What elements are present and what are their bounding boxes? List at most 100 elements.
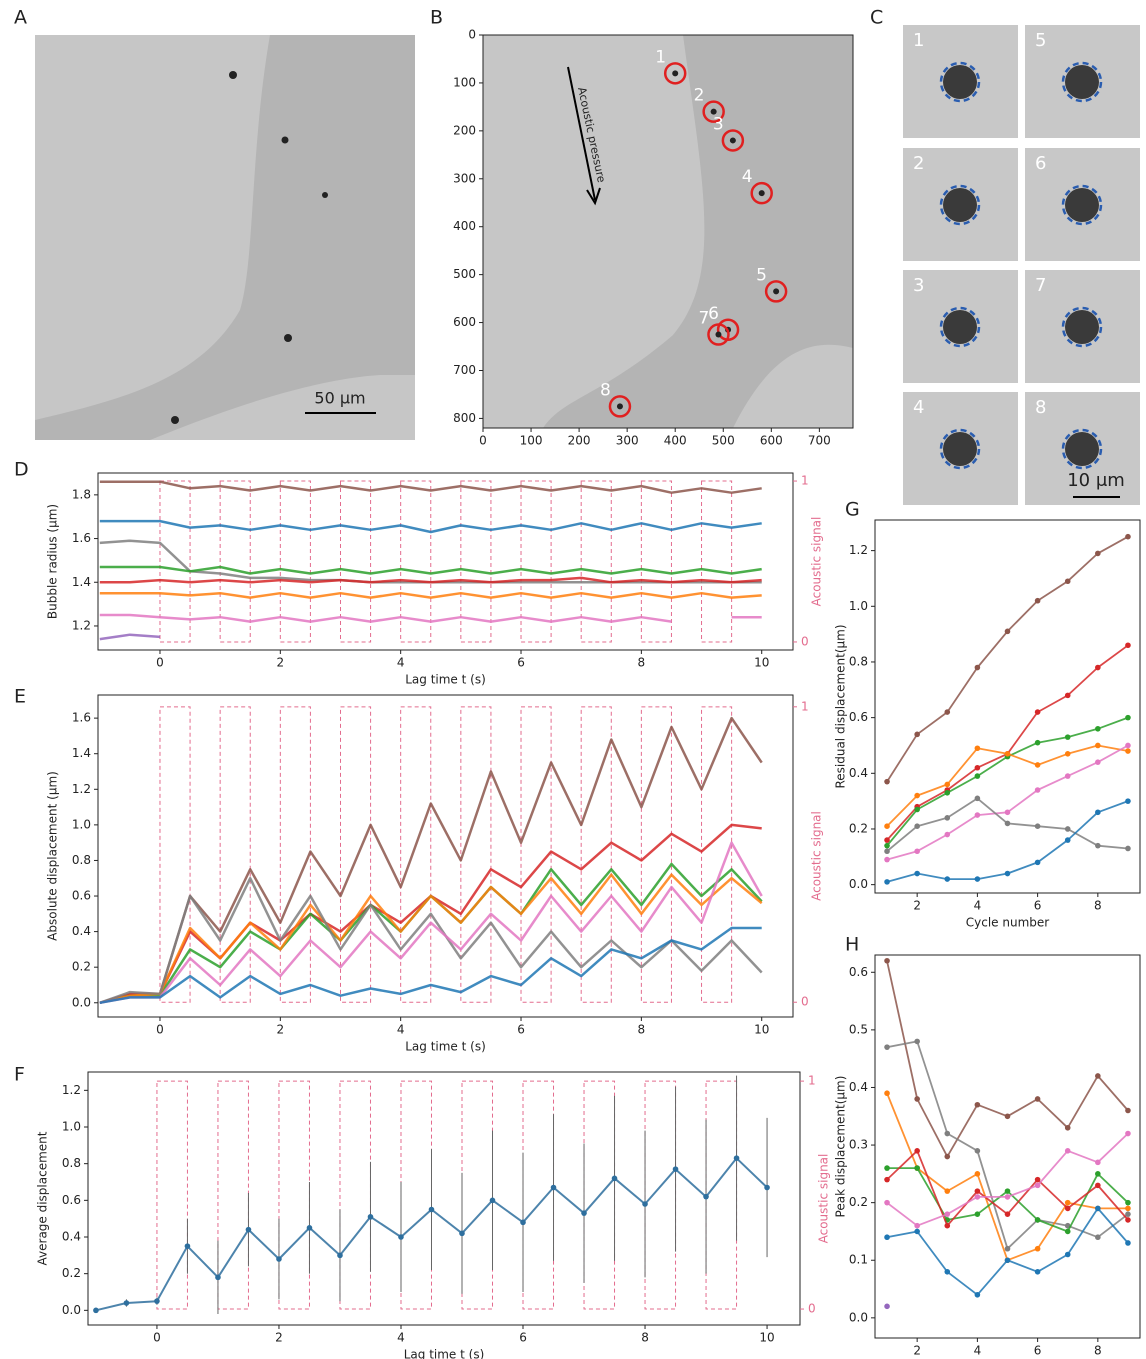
plot-frame [97,472,794,651]
y2-tick-label: 1 [808,1074,816,1088]
acoustic-pulse [400,706,432,1003]
point [1125,742,1131,749]
point [974,1194,981,1200]
point [884,957,890,964]
x-tick-label: 8 [638,656,646,670]
point [884,1165,890,1171]
bubble [284,334,292,342]
y-tick-label: 0 [468,28,476,42]
x-tick-label: 4 [397,1023,405,1037]
point [1034,597,1041,604]
plot-frame [482,34,854,429]
point [944,1188,951,1194]
point [974,773,981,779]
point [367,1214,374,1220]
y-tick-label: 200 [453,123,476,137]
bubble [715,331,722,338]
point [884,1044,890,1050]
point [1004,820,1011,827]
point-label: 5 [756,265,767,285]
point [974,664,981,671]
point [884,856,890,863]
point [884,1176,890,1183]
point [974,1211,981,1217]
acoustic-pulse [278,1080,310,1310]
arrow-head [586,187,601,206]
x-tick-label: 6 [517,656,525,670]
y-axis-label: Peak displacement(μm) [834,1076,848,1218]
panel-label: F [14,1064,25,1086]
point [1125,1211,1131,1217]
point [459,1230,465,1237]
x-tick-label: 100 [520,434,543,448]
x-tick-label: 10 [759,1331,774,1345]
point [1064,1124,1071,1131]
point [944,781,951,788]
bubble [729,137,736,144]
point [1004,1211,1011,1217]
point [1034,859,1041,866]
point [1064,1199,1071,1206]
y-tick-label: 1.0 [849,599,868,613]
point [1034,739,1041,746]
point [974,812,981,818]
point [1064,692,1071,699]
y-tick-label: 1.0 [72,817,91,831]
x-axis-label: Lag time t (s) [405,1040,486,1054]
point [914,792,920,799]
point [1004,628,1011,635]
acoustic-pulse [460,480,492,643]
y-tick-label: 1.2 [72,782,91,796]
point [1095,550,1101,557]
scale-bar-label: 50 μm [314,389,365,408]
y2-tick-label: 0 [801,634,809,648]
x-tick-label: 2 [277,656,285,670]
bubble [1065,310,1099,344]
point [1004,809,1011,816]
point [1125,642,1131,649]
bubble [773,288,780,295]
point [1125,1107,1131,1114]
acoustic-pulse [156,1080,188,1310]
x-axis-label: Lag time t (s) [405,673,486,687]
y-tick-label: 0.0 [849,1310,868,1324]
acoustic-pulse [461,1080,494,1310]
point [1095,1171,1101,1177]
x-tick-label: 2 [277,1023,285,1037]
point [184,1243,191,1249]
point [1034,1182,1041,1189]
point [884,778,890,785]
y-tick-label: 300 [453,171,476,185]
y-axis-label: Absolute displacement (μm) [46,771,60,941]
y-tick-label: 0.0 [72,995,91,1009]
series-line [886,535,1129,783]
cell-shape [35,35,415,440]
bubble [171,416,179,424]
point [944,1222,951,1229]
point [884,1090,890,1097]
point [1064,773,1071,779]
tile-label: 4 [913,397,924,418]
point [1095,1205,1101,1212]
y-tick-label: 800 [453,411,476,425]
y-tick-label: 0.4 [849,1080,868,1094]
series-line [886,716,1129,847]
bubble [616,403,623,410]
point [914,823,920,829]
point [974,764,981,771]
bubble [229,71,237,79]
y-tick-label: 0.2 [849,821,868,835]
point [944,1130,951,1137]
point [1125,1240,1131,1246]
point [1034,1217,1041,1223]
tile-label: 8 [1035,397,1046,418]
point [974,1188,981,1194]
point [672,1166,679,1172]
point [1125,1217,1131,1223]
x-tick-label: 2 [275,1331,283,1345]
point [944,815,951,821]
point [1004,1113,1011,1120]
series-line [887,1167,1129,1233]
point [974,745,981,752]
plot-frame [874,519,1141,894]
